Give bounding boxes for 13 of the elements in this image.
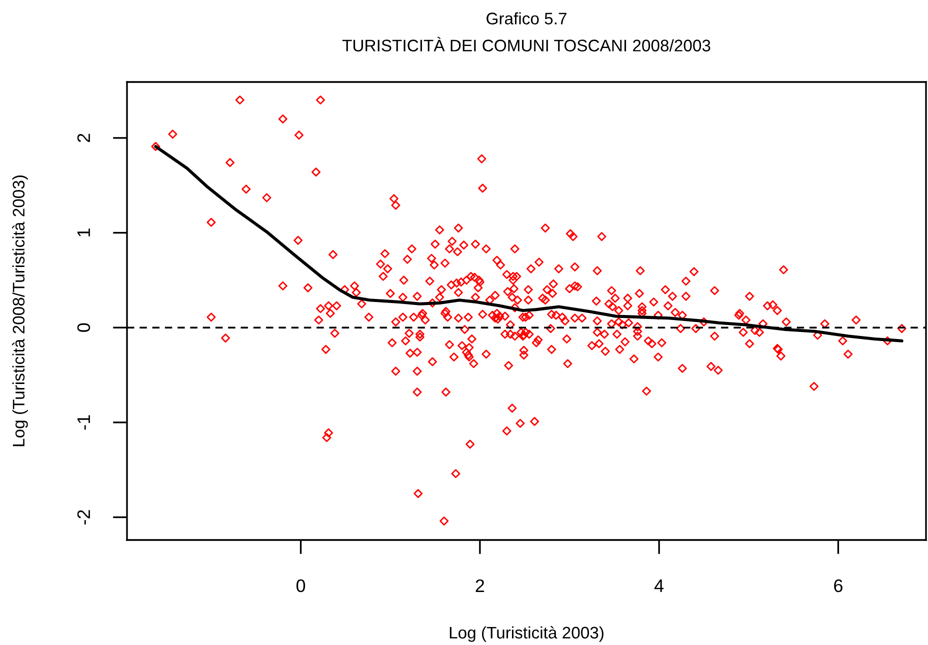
x-axis-title: Log (Turisticità 2003) [450, 626, 604, 642]
x-tick-label: 2 [476, 579, 484, 592]
x-tick-label: 0 [296, 579, 306, 592]
y-tick-label: -2 [77, 510, 90, 524]
y-axis-title: Log (Turisticità 2008/Turisticità 2003) [12, 176, 28, 446]
y-tick-label: 0 [77, 323, 90, 332]
y-tick-label: -1 [78, 415, 90, 430]
x-tick-label: 4 [654, 580, 664, 592]
x-tick-label: 6 [834, 579, 842, 592]
y-tick-label: 1 [78, 228, 90, 236]
chart-title: Grafico 5.7 [486, 12, 566, 24]
chart-subtitle: TURISTICITÀ DEI COMUNI TOSCANI 2008/2003 [342, 36, 710, 52]
y-tick-label: 2 [77, 134, 90, 142]
